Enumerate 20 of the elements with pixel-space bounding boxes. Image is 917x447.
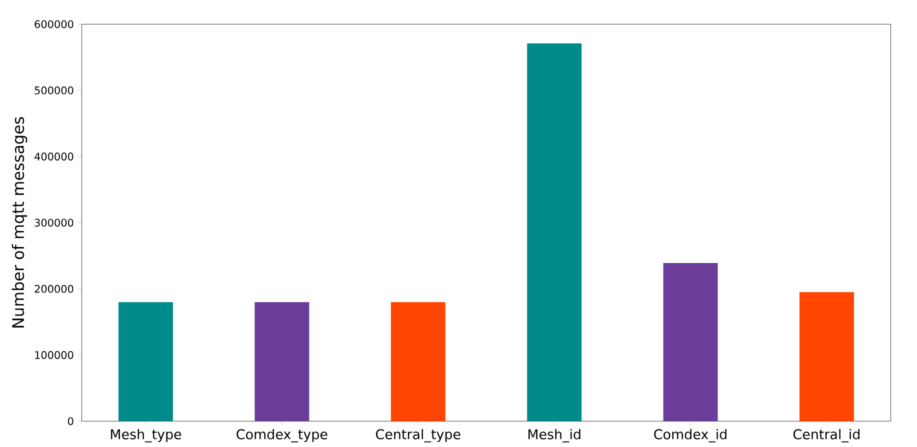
x-tick-label: Central_type: [376, 428, 460, 442]
y-tick-label: 600000: [34, 20, 74, 28]
y-tick-label: 0: [68, 417, 74, 426]
bar: [118, 302, 173, 422]
x-tick-label: Mesh_id: [528, 428, 580, 442]
x-tick-label: Comdex_id: [654, 428, 726, 442]
y-tick-label: 200000: [34, 284, 74, 293]
y-tick-label: 100000: [35, 351, 74, 359]
x-tick-label: Comdex_type: [236, 428, 328, 442]
y-tick-label: 400000: [34, 152, 74, 160]
x-tick-label: Central_id: [793, 428, 860, 442]
y-tick-label: 500000: [34, 86, 74, 94]
y-tick-label: 300000: [34, 218, 74, 227]
bar: [527, 43, 582, 422]
bar: [390, 302, 446, 422]
bar: [663, 263, 718, 422]
x-tick-label: Mesh_type: [110, 428, 182, 442]
bar: [254, 302, 310, 422]
bar: [799, 292, 854, 422]
y-axis-title: Number of mqtt messages: [12, 117, 28, 328]
